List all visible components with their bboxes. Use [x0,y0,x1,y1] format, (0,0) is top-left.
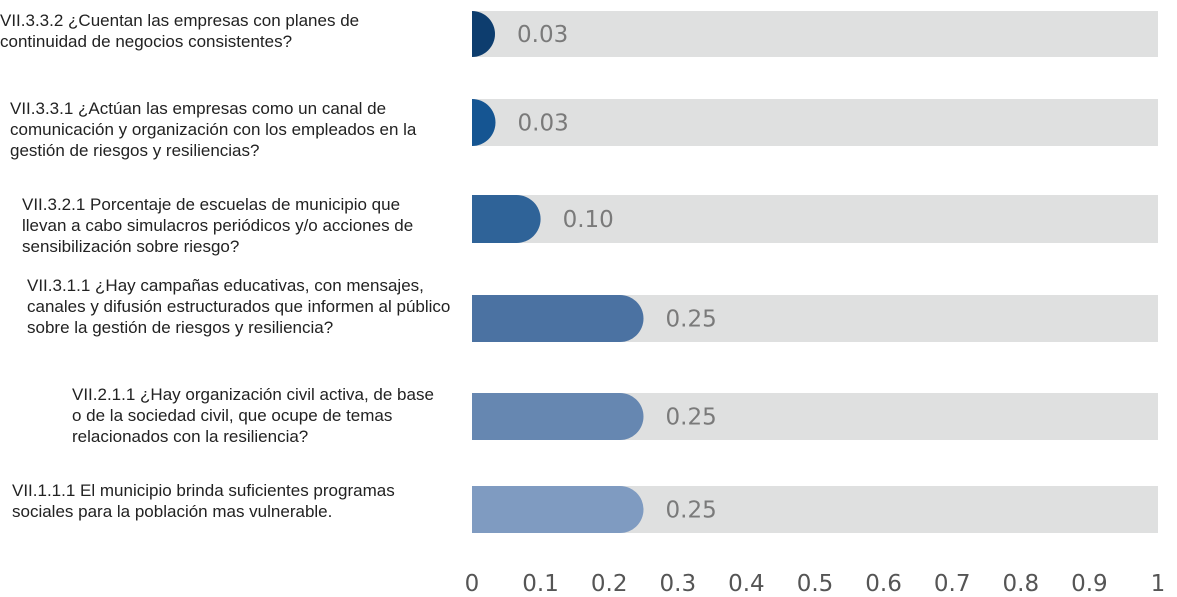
bar-value-label: 0.03 [518,111,569,137]
x-tick-label: 0 [465,571,480,597]
category-label: VII.3.3.2 ¿Cuentan las empresas con plan… [0,11,360,51]
x-tick-label: 0.9 [1071,571,1108,597]
bars [472,11,644,533]
x-tick-label: 0.4 [728,571,765,597]
x-tick-label: 0.2 [591,571,628,597]
bar-track [472,195,1158,243]
bar [472,11,495,57]
bar [472,486,644,533]
x-axis-ticks: 0 0.1 0.2 0.3 0.4 0.5 0.6 0.7 0.8 0.9 1 [465,571,1166,597]
x-tick-label: 0.8 [1003,571,1040,597]
bar-value-label: 0.10 [563,207,614,233]
x-tick-label: 1 [1151,571,1166,597]
category-label: VII.3.3.1 ¿Actúan las empresas como un c… [10,99,417,160]
x-tick-label: 0.6 [865,571,902,597]
x-tick-label: 0.7 [934,571,971,597]
category-label: VII.2.1.1 ¿Hay organización civil activa… [72,385,434,446]
bar-tracks [472,11,1158,533]
bar [472,295,644,342]
category-label: VII.3.2.1 Porcentaje de escuelas de muni… [22,195,414,256]
bar-value-label: 0.25 [666,498,717,524]
value-labels: 0.03 0.03 0.10 0.25 0.25 0.25 [517,22,717,524]
category-label: VII.1.1.1 El municipio brinda suficiente… [12,481,395,521]
bar-value-label: 0.25 [666,405,717,431]
bar-value-label: 0.03 [517,22,568,48]
bar [472,195,541,243]
bar-value-label: 0.25 [666,307,717,333]
x-tick-label: 0.1 [522,571,559,597]
bar-track [472,11,1158,57]
category-label: VII.3.1.1 ¿Hay campañas educativas, con … [27,276,451,337]
bar-track [472,99,1158,146]
bar [472,99,496,146]
bar [472,393,644,440]
x-tick-label: 0.3 [660,571,697,597]
x-tick-label: 0.5 [797,571,834,597]
